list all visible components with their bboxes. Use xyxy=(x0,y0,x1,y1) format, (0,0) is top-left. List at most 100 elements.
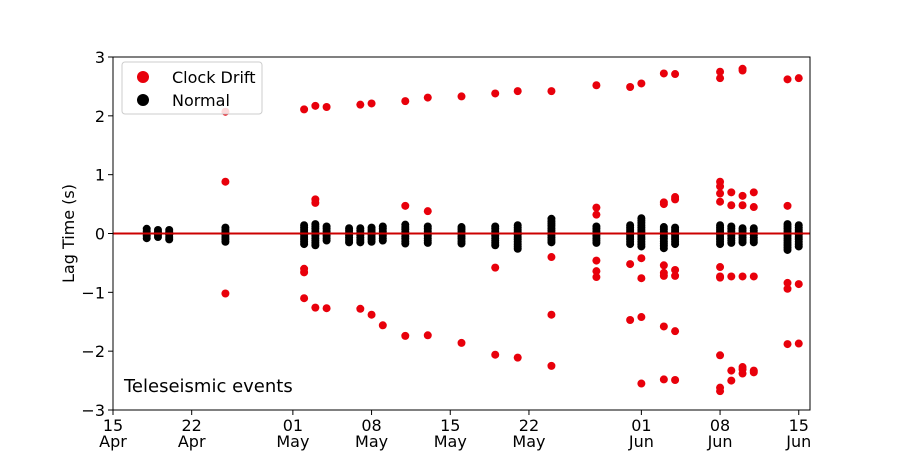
data-point-clock-drift xyxy=(423,93,432,102)
x-tick-label-month: Apr xyxy=(178,432,206,451)
data-point-clock-drift xyxy=(311,101,320,110)
y-tick-label: −3 xyxy=(81,401,105,420)
y-tick-label: −1 xyxy=(81,283,105,302)
x-tick-label-month: May xyxy=(355,432,388,451)
data-point-clock-drift xyxy=(300,268,309,277)
x-tick-label-day: 08 xyxy=(710,416,730,435)
data-point-clock-drift xyxy=(716,263,725,272)
annotation-text: Teleseismic events xyxy=(123,376,293,397)
data-point-clock-drift xyxy=(738,201,747,210)
data-point-clock-drift xyxy=(659,271,668,280)
data-point-normal xyxy=(513,221,522,230)
data-point-clock-drift xyxy=(491,263,500,272)
y-axis: −3 −2 −1 0 1 2 3 xyxy=(81,48,113,420)
data-point-normal xyxy=(749,224,758,233)
data-point-clock-drift xyxy=(659,200,668,209)
legend-box xyxy=(121,61,263,115)
data-point-normal xyxy=(457,223,466,232)
data-point-clock-drift xyxy=(592,210,601,219)
data-point-normal xyxy=(738,224,747,233)
data-point-clock-drift xyxy=(547,361,556,370)
data-point-clock-drift xyxy=(547,253,556,262)
data-point-clock-drift xyxy=(457,92,466,101)
data-point-clock-drift xyxy=(749,188,758,197)
data-point-clock-drift xyxy=(783,75,792,84)
x-tick-label-month: May xyxy=(512,432,545,451)
y-tick-label: 3 xyxy=(95,48,105,67)
data-point-clock-drift xyxy=(401,201,410,210)
data-point-clock-drift xyxy=(423,331,432,340)
data-point-clock-drift xyxy=(671,375,680,384)
data-point-normal xyxy=(142,224,151,233)
data-point-clock-drift xyxy=(716,67,725,76)
data-point-clock-drift xyxy=(378,321,387,330)
data-point-clock-drift xyxy=(457,338,466,347)
data-point-clock-drift xyxy=(659,322,668,331)
data-point-normal xyxy=(637,214,646,223)
x-tick-label-month: Jun xyxy=(785,432,811,451)
x-tick-label-day: 01 xyxy=(283,416,303,435)
data-point-normal xyxy=(322,222,331,231)
x-tick-label-month: May xyxy=(434,432,467,451)
legend-marker xyxy=(137,94,149,106)
data-point-clock-drift xyxy=(783,201,792,210)
data-point-normal xyxy=(153,225,162,234)
legend: Clock Drift Normal xyxy=(121,61,263,115)
y-axis-label: Lag Time (s) xyxy=(59,184,78,283)
data-point-normal xyxy=(165,225,174,234)
data-point-normal xyxy=(345,224,354,233)
x-tick-label-day: 22 xyxy=(182,416,202,435)
data-point-clock-drift xyxy=(671,70,680,79)
y-tick-label: −2 xyxy=(81,342,105,361)
data-point-normal xyxy=(491,222,500,231)
y-tick-label: 0 xyxy=(95,225,105,244)
data-point-normal xyxy=(592,222,601,231)
data-point-clock-drift xyxy=(716,273,725,282)
data-point-normal xyxy=(367,223,376,232)
data-point-normal xyxy=(659,223,668,232)
data-point-clock-drift xyxy=(794,280,803,289)
data-point-clock-drift xyxy=(749,368,758,377)
data-point-clock-drift xyxy=(356,304,365,313)
x-tick-label-day: 22 xyxy=(519,416,539,435)
data-point-clock-drift xyxy=(794,74,803,83)
x-tick-label-month: May xyxy=(276,432,309,451)
x-tick-label-day: 15 xyxy=(440,416,460,435)
x-tick-label-month: Apr xyxy=(99,432,127,451)
data-point-clock-drift xyxy=(671,271,680,280)
data-point-clock-drift xyxy=(671,327,680,336)
data-point-normal xyxy=(626,221,635,230)
data-point-normal xyxy=(671,223,680,232)
data-point-clock-drift xyxy=(491,350,500,359)
data-point-clock-drift xyxy=(311,198,320,207)
data-point-clock-drift xyxy=(221,289,230,298)
data-point-clock-drift xyxy=(637,254,646,263)
x-tick-label-month: Jun xyxy=(707,432,733,451)
data-point-clock-drift xyxy=(592,256,601,265)
data-point-clock-drift xyxy=(794,339,803,348)
data-point-clock-drift xyxy=(727,272,736,281)
data-point-clock-drift xyxy=(716,182,725,191)
data-point-clock-drift xyxy=(637,313,646,322)
data-point-clock-drift xyxy=(513,353,522,362)
data-point-normal xyxy=(716,221,725,230)
data-point-clock-drift xyxy=(626,83,635,92)
data-point-normal xyxy=(727,222,736,231)
data-point-clock-drift xyxy=(716,387,725,396)
data-point-clock-drift xyxy=(300,294,309,303)
data-point-clock-drift xyxy=(727,201,736,210)
data-point-clock-drift xyxy=(738,64,747,73)
data-point-clock-drift xyxy=(727,188,736,197)
data-point-normal xyxy=(401,220,410,229)
data-point-normal xyxy=(311,220,320,229)
data-point-clock-drift xyxy=(592,273,601,282)
data-point-clock-drift xyxy=(401,331,410,340)
data-point-clock-drift xyxy=(749,203,758,212)
data-point-clock-drift xyxy=(547,87,556,96)
data-point-clock-drift xyxy=(716,351,725,360)
data-point-normal xyxy=(300,221,309,230)
data-point-clock-drift xyxy=(513,87,522,96)
data-point-clock-drift xyxy=(367,310,376,319)
data-point-clock-drift xyxy=(637,274,646,283)
